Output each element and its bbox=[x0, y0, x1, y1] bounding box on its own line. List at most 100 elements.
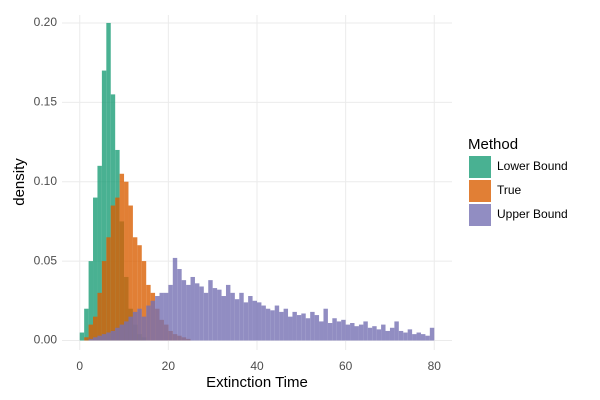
bar bbox=[132, 237, 138, 341]
bar bbox=[93, 337, 98, 341]
bar bbox=[79, 332, 85, 341]
bar bbox=[429, 327, 435, 341]
bar bbox=[101, 334, 107, 341]
bar bbox=[381, 324, 386, 341]
bar bbox=[221, 296, 226, 341]
bar bbox=[203, 292, 209, 341]
bar bbox=[323, 308, 328, 341]
bar bbox=[252, 300, 257, 341]
bar bbox=[97, 292, 102, 341]
bar bbox=[314, 315, 320, 341]
bar bbox=[301, 313, 306, 341]
bar bbox=[288, 316, 293, 341]
x-axis-label: Extinction Time bbox=[206, 374, 308, 391]
bar bbox=[425, 335, 430, 341]
bar bbox=[194, 283, 200, 341]
bar bbox=[350, 323, 355, 341]
bar bbox=[110, 205, 116, 341]
legend-title: Method bbox=[468, 136, 518, 153]
bar bbox=[305, 318, 311, 341]
bar bbox=[168, 284, 173, 341]
x-tick-label: 80 bbox=[428, 359, 442, 373]
bar bbox=[101, 261, 107, 341]
bar bbox=[385, 330, 390, 341]
bar bbox=[403, 332, 408, 341]
bar bbox=[199, 286, 204, 341]
bar bbox=[137, 245, 142, 341]
bar bbox=[270, 310, 275, 341]
bar bbox=[261, 305, 266, 341]
legend-label: Lower Bound bbox=[497, 159, 568, 173]
bar bbox=[416, 332, 421, 341]
y-axis-label: density bbox=[11, 158, 28, 206]
bar bbox=[283, 308, 289, 341]
bar bbox=[363, 321, 368, 341]
bar bbox=[420, 334, 426, 341]
bar bbox=[389, 327, 395, 341]
bar bbox=[234, 299, 240, 341]
bar bbox=[88, 324, 94, 341]
legend-key bbox=[469, 156, 491, 178]
bar bbox=[110, 330, 116, 341]
bar bbox=[159, 292, 164, 341]
bar bbox=[124, 181, 129, 341]
bar bbox=[217, 289, 222, 341]
bar bbox=[243, 302, 249, 341]
bar bbox=[146, 305, 151, 341]
bar bbox=[248, 296, 253, 341]
bar bbox=[376, 329, 382, 341]
bar bbox=[97, 335, 102, 341]
bar bbox=[128, 316, 133, 341]
x-tick-label: 40 bbox=[250, 359, 264, 373]
x-tick-label: 0 bbox=[76, 359, 83, 373]
bar bbox=[367, 327, 373, 341]
legend-label: True bbox=[497, 183, 522, 197]
bar bbox=[212, 288, 218, 341]
bar bbox=[257, 302, 262, 341]
y-tick-label: 0.20 bbox=[34, 15, 58, 29]
bar bbox=[132, 311, 138, 341]
bar bbox=[319, 321, 324, 341]
bar bbox=[119, 173, 125, 341]
y-tick-label: 0.05 bbox=[34, 253, 58, 267]
bar bbox=[332, 318, 337, 341]
bar bbox=[181, 280, 187, 341]
bar bbox=[265, 308, 271, 341]
bar bbox=[274, 305, 280, 341]
bar bbox=[398, 330, 404, 341]
bar bbox=[115, 327, 120, 341]
bar bbox=[128, 205, 133, 341]
y-tick-label: 0.15 bbox=[34, 94, 58, 108]
bar bbox=[358, 324, 364, 341]
bar bbox=[106, 332, 111, 341]
bar bbox=[407, 329, 413, 341]
bar bbox=[137, 308, 142, 341]
bar bbox=[296, 315, 302, 341]
bar bbox=[310, 311, 315, 341]
bar bbox=[327, 323, 333, 341]
bar bbox=[141, 316, 147, 341]
bar bbox=[101, 70, 107, 341]
bar bbox=[208, 280, 213, 341]
bar bbox=[230, 292, 235, 341]
bar bbox=[115, 197, 120, 341]
legend-key bbox=[469, 180, 491, 202]
bar bbox=[88, 261, 94, 341]
bar bbox=[239, 292, 244, 341]
y-tick-label: 0.00 bbox=[34, 333, 58, 347]
bar bbox=[372, 326, 377, 341]
bar bbox=[225, 284, 231, 341]
bar bbox=[163, 292, 169, 341]
bar bbox=[119, 324, 125, 341]
bar bbox=[279, 311, 284, 341]
bar bbox=[84, 337, 89, 341]
y-tick-label: 0.10 bbox=[34, 174, 58, 188]
bar bbox=[141, 261, 147, 341]
bar bbox=[345, 324, 351, 341]
bar bbox=[93, 197, 98, 341]
bar bbox=[336, 321, 342, 341]
bar bbox=[172, 257, 178, 341]
bar bbox=[412, 334, 417, 341]
bar bbox=[177, 269, 182, 341]
